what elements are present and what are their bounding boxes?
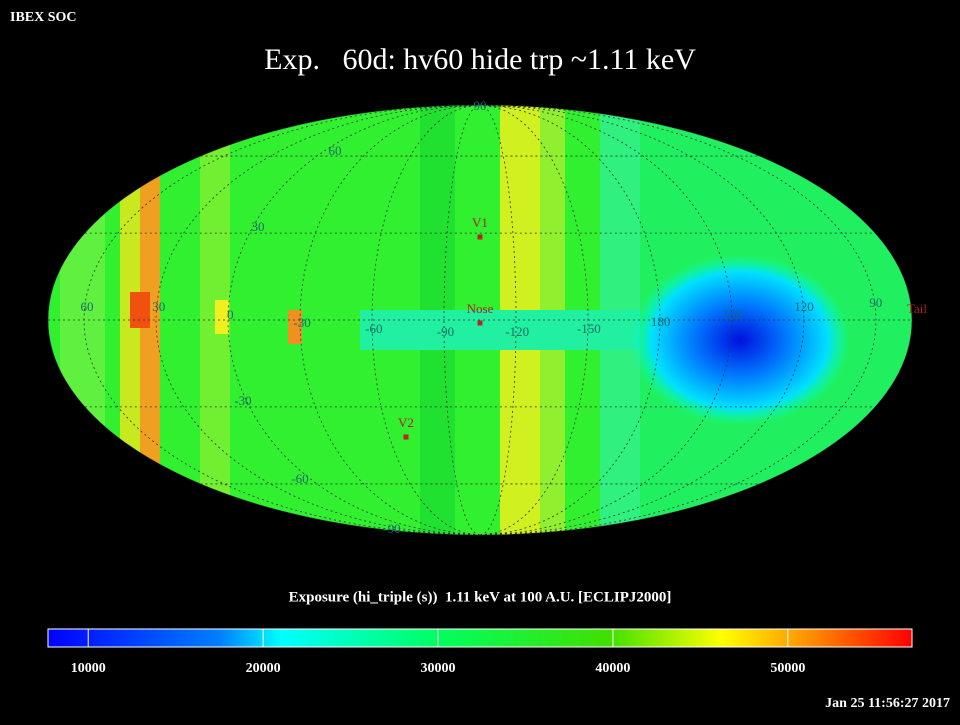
longitude-label: 180 bbox=[651, 314, 671, 329]
marker-dot bbox=[477, 234, 483, 240]
longitude-label: -90 bbox=[437, 324, 454, 339]
marker-dot bbox=[403, 434, 409, 440]
meridian bbox=[479, 104, 733, 536]
map-outline bbox=[47, 104, 913, 536]
latitude-label: -90 bbox=[383, 521, 400, 536]
graticule bbox=[48, 104, 912, 536]
colorbar-tick-label: 40000 bbox=[595, 661, 630, 676]
longitude-label: 30 bbox=[152, 299, 165, 314]
longitude-label: 0 bbox=[227, 307, 234, 322]
longitude-label: 90 bbox=[869, 295, 882, 310]
longitude-label: -150 bbox=[577, 321, 601, 336]
marker-label: Tail bbox=[907, 301, 927, 316]
longitude-label: -30 bbox=[293, 315, 310, 330]
colorbar-tick-label: 10000 bbox=[71, 661, 106, 676]
latitude-label: -30 bbox=[234, 393, 251, 408]
latitude-label: 30 bbox=[252, 219, 265, 234]
marker-dot bbox=[477, 320, 483, 326]
app-label: IBEX SOC bbox=[10, 10, 77, 25]
longitude-label: 120 bbox=[794, 299, 814, 314]
latitude-label: 60 bbox=[329, 143, 342, 158]
colorbar-label: Exposure (hi_triple (s)) 1.11 keV at 100… bbox=[289, 589, 672, 605]
colorbar-tick-label: 20000 bbox=[246, 661, 281, 676]
map-title: Exp. 60d: hv60 hide trp ~1.11 keV bbox=[264, 43, 696, 76]
colorbar bbox=[47, 628, 913, 648]
meridian bbox=[479, 104, 877, 536]
colorbar-tick-label: 50000 bbox=[770, 661, 805, 676]
longitude-label: 150 bbox=[723, 307, 743, 322]
latitude-label: 90 bbox=[474, 98, 487, 113]
colorbar-tick-label: 30000 bbox=[421, 661, 456, 676]
longitude-label: -60 bbox=[365, 321, 382, 336]
longitude-label: 60 bbox=[81, 299, 94, 314]
latitude-label: -60 bbox=[291, 471, 308, 486]
marker-label: Nose bbox=[467, 301, 494, 316]
meridian bbox=[371, 104, 481, 536]
marker-label: V1 bbox=[472, 215, 488, 230]
longitude-label: -120 bbox=[505, 324, 529, 339]
timestamp: Jan 25 11:56:27 2017 bbox=[825, 696, 950, 711]
marker-label: V2 bbox=[398, 415, 414, 430]
